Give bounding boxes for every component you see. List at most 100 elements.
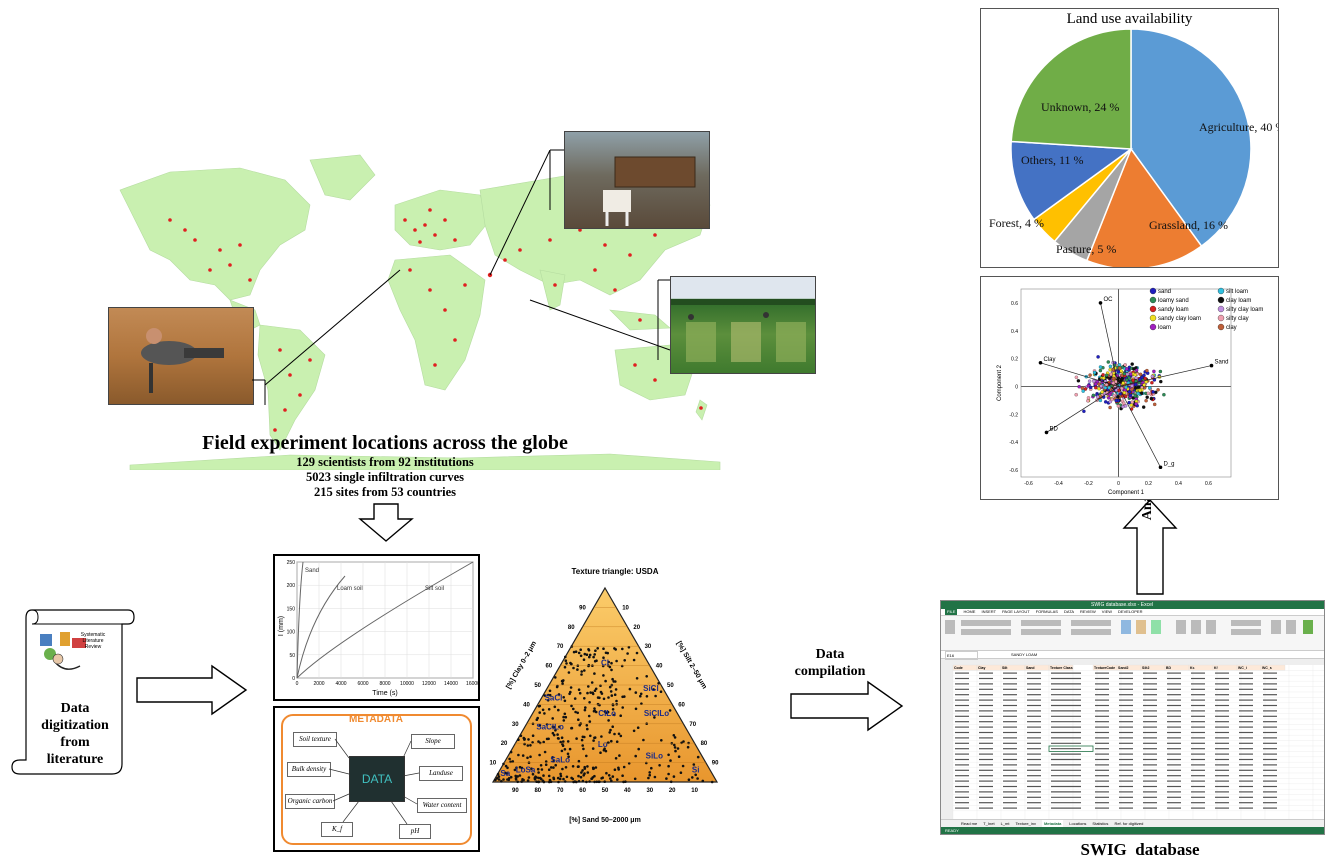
sheet-tab-l-mt[interactable]: L_mt <box>1000 821 1010 826</box>
texture-point <box>573 697 577 700</box>
texture-point <box>679 771 683 774</box>
sheet-tab-read-me[interactable]: Read me <box>961 821 978 826</box>
ribbon-tab-view[interactable]: VIEW <box>1101 609 1113 614</box>
ribbon-tab-home[interactable]: HOME <box>963 609 976 614</box>
texture-point <box>502 778 505 781</box>
texture-point <box>674 749 677 753</box>
pca-point <box>1152 402 1157 407</box>
ribbon-tab-insert[interactable]: INSERT <box>981 609 997 614</box>
texture-point <box>579 775 583 779</box>
pca-chart: -0.6 -0.4 -0.2 0 0.2 0.4 0.6 -0.6 -0.4 -0.2 0 0.2 0.… <box>997 287 1263 496</box>
ribbon-tab-page-layout[interactable]: PAGE LAYOUT <box>1002 609 1030 614</box>
pca-point <box>1108 405 1112 410</box>
tri-tick-sand: 80 <box>534 788 541 794</box>
texture-point <box>588 720 592 723</box>
ribbon-tab-developer[interactable]: DEVELOPER <box>1118 609 1143 614</box>
pca-ytick: -0.4 <box>1009 440 1018 446</box>
pie-slice-others <box>1010 140 1134 221</box>
sheet-tab-ref[interactable]: Ref. for digitized <box>1114 821 1144 826</box>
texture-point <box>523 738 526 741</box>
pca-point <box>1101 373 1105 377</box>
pca-point <box>1107 385 1111 390</box>
texture-point <box>557 708 560 712</box>
texture-point <box>547 737 550 741</box>
ribbon-tab-formulas[interactable]: FORMULAS <box>1035 609 1058 614</box>
ribbon-tab-file[interactable]: FILE <box>945 609 958 615</box>
pca-point <box>1096 395 1100 399</box>
texture-point <box>536 767 540 771</box>
ribbon-tab-data[interactable]: DATA <box>1063 609 1075 614</box>
texture-point <box>543 694 547 697</box>
pca-point <box>1116 370 1121 374</box>
texture-point <box>612 680 615 683</box>
excel-grid[interactable]: Code Clay Silt Sand Texture Class TextureCode… <box>941 659 1324 819</box>
infil-ytick: 150 <box>287 606 296 612</box>
texture-point <box>565 662 568 665</box>
sheet-tab-t-inet[interactable]: T_Inet <box>983 821 995 826</box>
texture-point <box>517 753 520 757</box>
curve-label-loam: Loam soil <box>337 586 363 592</box>
texture-point <box>692 763 696 766</box>
pca-point <box>1098 398 1103 403</box>
pca-legend-label: clay <box>1226 325 1237 331</box>
tri-tick-sand: 20 <box>669 788 676 794</box>
texture-point <box>583 697 586 700</box>
texture-point <box>645 695 649 698</box>
texture-point <box>673 746 677 749</box>
pca-point <box>1136 385 1141 389</box>
texture-point <box>547 774 551 778</box>
texture-point <box>696 777 699 780</box>
texture-point <box>682 740 685 743</box>
map-title: Field experiment locations across the gl… <box>202 432 568 454</box>
texture-point <box>565 775 569 779</box>
excel-formula-value[interactable]: SANDY LOAM <box>1011 652 1038 657</box>
excel-formula-bar: E16 SANDY LOAM <box>941 651 1324 660</box>
excel-selected-cell[interactable] <box>1048 745 1094 752</box>
photo-icon <box>671 299 815 362</box>
sheet-tab-texture-inv[interactable]: Texture_inv <box>1015 821 1036 826</box>
texture-point <box>645 675 648 678</box>
pca-point <box>1103 400 1108 404</box>
excel-header-label: WC_i <box>1238 666 1247 670</box>
texture-point <box>562 777 565 781</box>
tri-tick-silt: 10 <box>622 605 629 611</box>
texture-point <box>546 693 550 697</box>
pca-point <box>1122 372 1127 376</box>
pca-point <box>1088 373 1092 377</box>
sheet-tab-statistics[interactable]: Statistics <box>1092 821 1109 826</box>
texture-point <box>621 706 624 709</box>
tri-tick-clay: 40 <box>523 702 530 708</box>
sheet-tab-metadata[interactable]: Metadata <box>1041 820 1064 827</box>
pca-ylabel: Component 2 <box>997 364 1003 401</box>
texture-point <box>551 717 554 720</box>
texture-point <box>657 682 660 685</box>
pca-point <box>1132 367 1136 371</box>
pca-point <box>1106 360 1111 364</box>
texture-point <box>562 715 565 719</box>
pca-point <box>1110 397 1114 402</box>
pca-point <box>1127 376 1131 380</box>
pca-point <box>1101 376 1106 380</box>
excel-ribbon-tabs: FILE HOME INSERT PAGE LAYOUT FORMULAS DA… <box>941 609 1324 616</box>
texture-point <box>593 774 596 778</box>
texture-point <box>600 692 604 695</box>
texture-point <box>579 648 582 651</box>
sheet-tab-locations[interactable]: Locations <box>1069 821 1087 826</box>
pie-label-grassland: Grassland, 16 % <box>1149 218 1228 232</box>
texture-point <box>617 732 621 736</box>
texture-point <box>506 778 509 781</box>
pca-legend-label: silty clay loam <box>1226 307 1263 313</box>
texture-point <box>593 672 596 675</box>
pca-point <box>1149 396 1154 401</box>
pca-point <box>1082 409 1086 413</box>
excel-col-header-bar <box>941 659 1324 665</box>
texture-point <box>621 647 624 651</box>
pca-legend-swatch <box>1217 296 1225 304</box>
tri-tick-silt: 80 <box>701 741 708 747</box>
pca-legend-swatch <box>1149 305 1157 313</box>
excel-name-box[interactable]: E16 <box>945 651 978 660</box>
tri-tick-sand: 30 <box>646 788 653 794</box>
pca-vector-line <box>1046 386 1119 433</box>
texture-point <box>561 682 564 686</box>
ribbon-tab-review[interactable]: REVIEW <box>1080 609 1096 614</box>
